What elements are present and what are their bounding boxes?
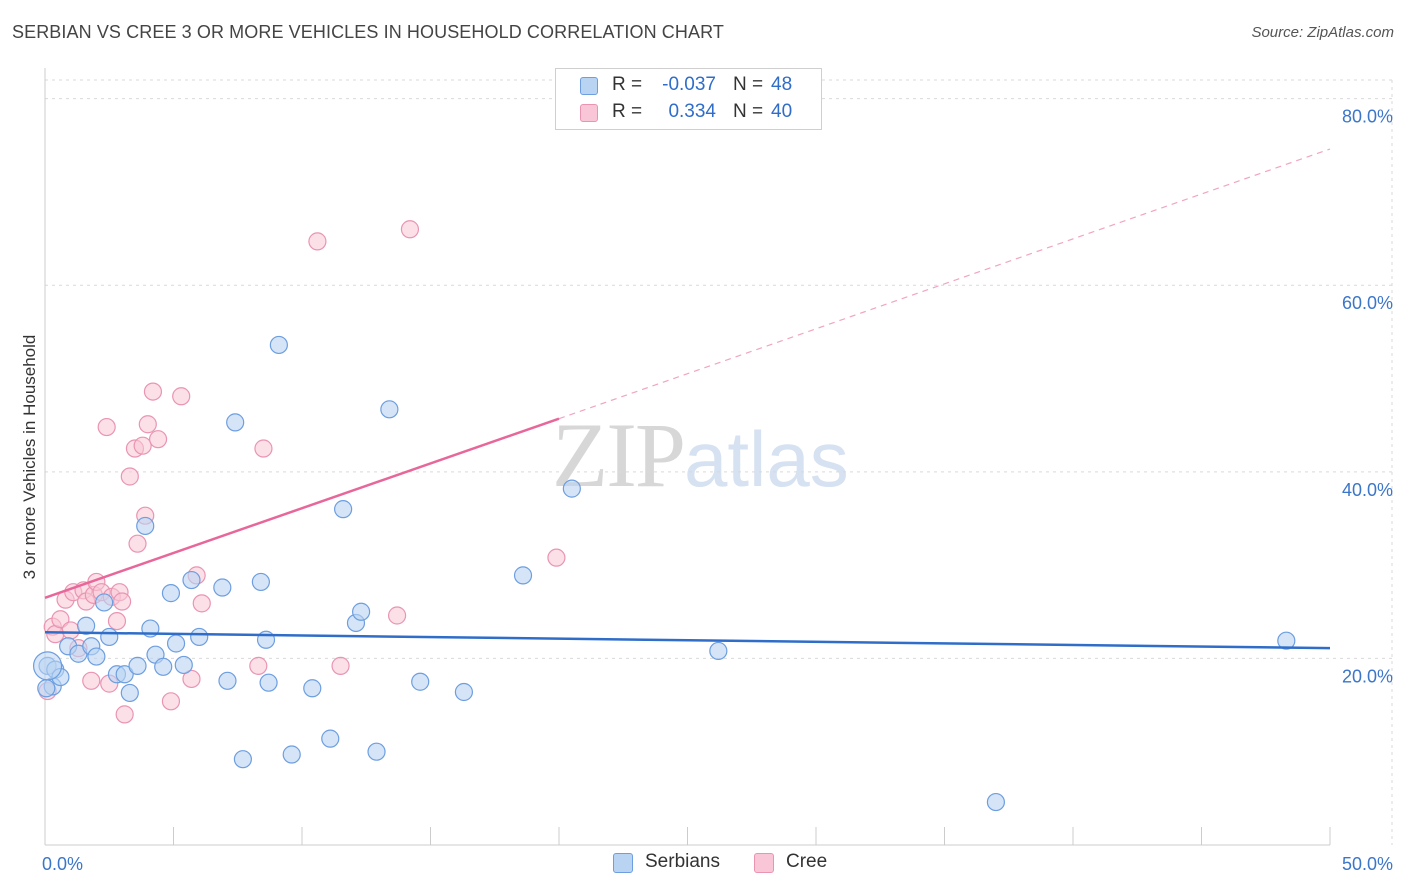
serbian-point: [259, 673, 278, 692]
serbian-point: [303, 679, 322, 698]
serbian-point: [411, 672, 430, 691]
cree-point: [161, 692, 181, 711]
cree-point: [128, 534, 147, 553]
cree-point: [82, 671, 101, 690]
serbian-point: [367, 742, 386, 761]
source-label: Source: ZipAtlas.com: [1251, 24, 1394, 41]
serbian-point: [218, 671, 237, 690]
legend-row-serbians: R = -0.037 N = 48: [556, 74, 823, 100]
serbian-point: [269, 335, 288, 355]
cree-point: [97, 417, 116, 437]
cree-point: [308, 232, 327, 251]
serbian-point: [454, 682, 474, 702]
y-tick-label: 20.0%: [1342, 666, 1393, 686]
serbian-point: [213, 578, 232, 597]
legend-n-value: 48: [771, 74, 793, 95]
serbian-trend-line: [44, 631, 1331, 650]
serbian-point: [562, 479, 581, 498]
watermark-atlas: atlas: [684, 415, 849, 503]
serbian-point: [154, 657, 173, 676]
serbian-point: [136, 516, 155, 536]
y-tick-label: 60.0%: [1342, 293, 1393, 313]
serbian-point: [380, 400, 399, 419]
cree-point: [133, 436, 152, 455]
cree-point: [51, 610, 70, 629]
y-tick-label: 40.0%: [1342, 480, 1393, 500]
cree-point: [387, 606, 407, 625]
serbian-point: [226, 413, 245, 432]
serbian-point: [709, 641, 728, 661]
serbian-point: [190, 627, 209, 647]
serbians-swatch: [580, 77, 598, 95]
serbian-point: [282, 745, 301, 764]
serbian-point: [115, 665, 134, 684]
legend-n-value: 40: [771, 101, 793, 122]
chart-title: SERBIAN VS CREE 3 OR MORE VEHICLES IN HO…: [12, 22, 724, 42]
serbian-point: [1277, 631, 1296, 650]
cree-point: [138, 415, 157, 434]
serbian-point: [77, 616, 96, 635]
cree-point: [107, 611, 127, 631]
cree-point: [148, 430, 168, 449]
legend-r-value: -0.037: [662, 74, 716, 95]
cree-point: [61, 621, 80, 640]
serbian-point: [233, 750, 252, 769]
cree-point: [182, 669, 201, 689]
legend-r-value: 0.334: [668, 101, 716, 122]
serbian-point: [513, 566, 533, 585]
serbian-point: [166, 634, 186, 653]
serbian-point: [352, 602, 371, 621]
serbian-cluster-point: [32, 651, 63, 681]
legend-row-cree: R = 0.334 N = 40: [556, 101, 823, 127]
serbian-point: [95, 593, 114, 612]
legend-r-label: R =: [612, 74, 643, 95]
serbian-point: [87, 647, 106, 666]
cree-point: [172, 387, 191, 406]
legend-r-label: R =: [612, 101, 643, 122]
serbian-point: [100, 627, 119, 647]
serbian-point: [120, 683, 139, 703]
serbian-point: [334, 500, 353, 519]
cree-point: [112, 592, 132, 611]
cree-point: [249, 656, 268, 675]
serbian-point: [128, 656, 147, 675]
cree-point: [115, 705, 134, 724]
serbians-swatch: [613, 853, 633, 873]
correlation-legend: R = -0.037 N = 48 R = 0.334 N = 40: [555, 68, 822, 130]
cree-trend-extension: [558, 148, 1331, 420]
serbian-point: [161, 584, 181, 603]
legend-label-cree: Cree: [786, 851, 828, 872]
legend-n-label: N =: [733, 101, 764, 122]
cree-point: [192, 594, 211, 613]
cree-point: [254, 439, 273, 458]
cree-point: [143, 382, 163, 401]
x-tick-label: 0.0%: [42, 854, 83, 874]
cree-swatch: [580, 104, 598, 122]
serbian-point: [321, 729, 340, 748]
cree-swatch: [754, 853, 774, 873]
cree-point: [400, 220, 420, 239]
serbian-point: [174, 655, 193, 675]
serbian-point: [986, 792, 1006, 812]
cree-point: [547, 548, 566, 567]
legend-n-label: N =: [733, 74, 764, 95]
serbian-point: [37, 679, 56, 698]
series-legend: Serbians Cree: [0, 851, 1406, 879]
legend-label-serbians: Serbians: [645, 851, 720, 872]
cree-trend-line: [44, 417, 560, 599]
cree-point: [331, 656, 350, 675]
y-tick-label: 80.0%: [1342, 107, 1393, 127]
serbian-point: [182, 570, 201, 590]
serbian-point: [251, 572, 270, 592]
x-tick-label: 50.0%: [1342, 854, 1393, 874]
cree-point: [120, 467, 139, 486]
